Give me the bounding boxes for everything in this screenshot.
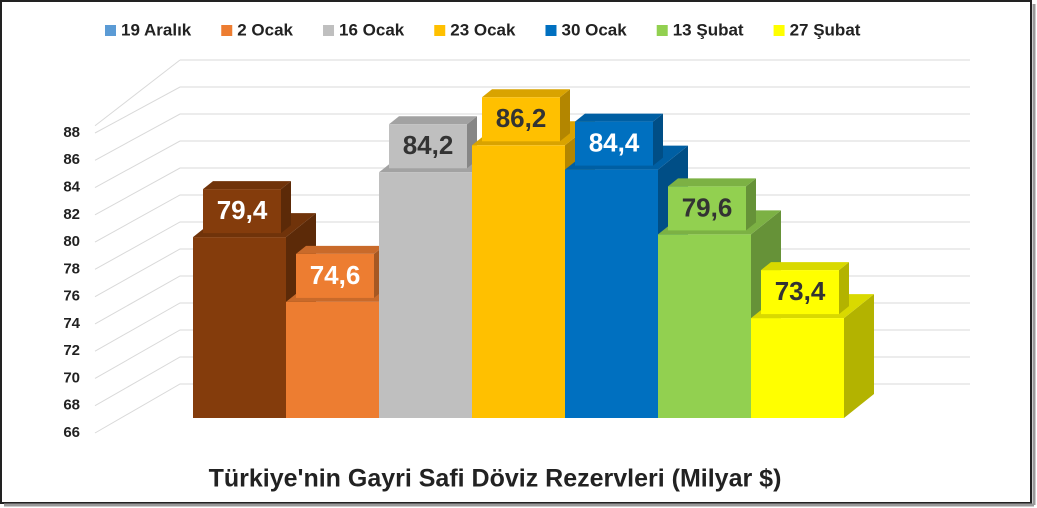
label-box-side	[281, 181, 291, 234]
legend-label: 16 Ocak	[339, 20, 405, 39]
y-tick-label: 84	[63, 179, 80, 196]
label-box	[389, 124, 467, 169]
chart-title: Türkiye'nin Gayri Safi Döviz Rezervleri …	[209, 465, 782, 493]
legend-swatch	[545, 25, 557, 36]
label-box-side	[653, 113, 663, 166]
bar	[565, 169, 658, 418]
legend-swatch	[323, 25, 335, 36]
legend-swatch	[434, 25, 446, 36]
y-tick-label: 68	[63, 397, 80, 414]
y-tick-label: 76	[63, 288, 80, 305]
bar-side	[844, 294, 874, 418]
data-label: 73,4	[775, 276, 826, 306]
data-label: 86,2	[496, 103, 547, 133]
y-tick-label: 78	[63, 260, 80, 277]
y-tick-label: 86	[63, 151, 80, 168]
wall-edge	[94, 59, 181, 127]
bar	[751, 318, 844, 418]
label-box-side	[560, 89, 570, 142]
bar	[658, 234, 751, 418]
legend-label: 2 Ocak	[237, 20, 293, 39]
y-tick-label: 74	[63, 315, 80, 332]
label-box	[761, 270, 839, 315]
legend-label: 19 Aralık	[121, 20, 192, 39]
grid-line	[94, 167, 970, 216]
y-tick-label: 82	[63, 206, 80, 223]
label-box-top	[482, 89, 570, 98]
y-tick-label: 80	[63, 233, 80, 250]
label-box-top	[389, 116, 477, 125]
legend-swatch	[656, 25, 668, 36]
y-tick-label: 88	[63, 124, 80, 141]
data-label: 79,4	[217, 195, 268, 225]
label-box-side	[746, 178, 756, 231]
label-box-top	[761, 262, 849, 271]
grid-line	[94, 140, 970, 188]
legend-label: 13 Şubat	[673, 20, 744, 39]
label-box-side	[839, 262, 849, 315]
label-box	[203, 189, 281, 234]
y-tick-label: 70	[63, 369, 80, 386]
data-label: 84,2	[403, 130, 454, 160]
data-label: 74,6	[310, 260, 361, 290]
label-box-top	[575, 113, 663, 122]
bar	[379, 172, 472, 418]
bar	[286, 301, 379, 418]
grid-line	[94, 113, 970, 161]
label-box	[296, 253, 374, 298]
y-tick-label: 66	[63, 424, 80, 441]
label-box-top	[296, 245, 384, 254]
bar	[193, 237, 286, 418]
legend-label: 27 Şubat	[790, 20, 861, 39]
data-label: 79,6	[682, 192, 733, 222]
bar	[472, 145, 565, 419]
legend-label: 23 Ocak	[450, 20, 516, 39]
legend-swatch	[221, 25, 233, 36]
grid-line	[94, 86, 970, 134]
y-tick-label: 72	[63, 342, 80, 359]
label-box-top	[203, 181, 291, 190]
label-box	[668, 186, 746, 231]
data-label: 84,4	[589, 127, 640, 157]
legend-label: 30 Ocak	[561, 20, 627, 39]
label-box	[575, 121, 653, 166]
label-box	[482, 97, 560, 142]
legend-swatch	[105, 25, 116, 36]
label-box-top	[668, 178, 756, 187]
legend-swatch	[773, 25, 785, 36]
